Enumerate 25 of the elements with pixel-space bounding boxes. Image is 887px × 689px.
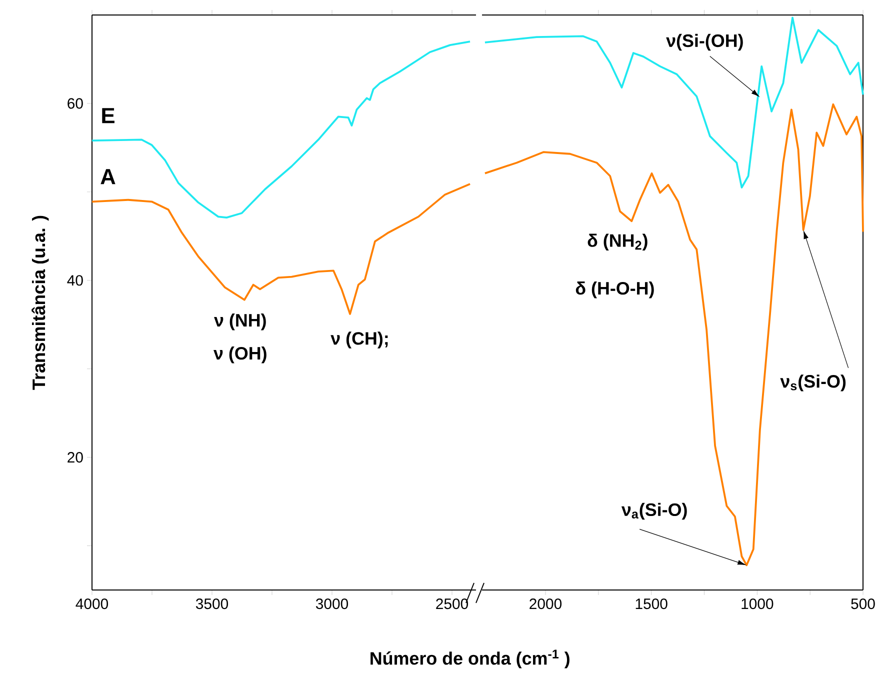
annotation: ν (CH);	[330, 332, 388, 348]
line-series	[91, 183, 471, 315]
x-tick-label: 1500	[636, 598, 668, 610]
x-tick-label: 3500	[196, 598, 228, 610]
x-axis-title: Número de onda (cm$^{-1}$ )	[370, 650, 570, 668]
annotation: ν (NH)	[214, 313, 266, 330]
x-tick-label: 3000	[316, 598, 348, 610]
x-tick-label: 2500	[436, 598, 468, 610]
x-tick-label: 2000	[530, 598, 562, 610]
annotation: ν(Si-(OH)	[666, 34, 743, 51]
x-tick-label: 1000	[742, 598, 774, 610]
series-label: E	[102, 108, 114, 124]
annotation: ν$_{a}$(Si-O)	[621, 502, 687, 520]
annotation: δ (NH$_{2}$)	[588, 234, 648, 250]
y-tick-label: 20	[68, 452, 83, 463]
annotation: δ (H-O-H)	[576, 281, 654, 298]
y-tick-label: 40	[67, 275, 83, 286]
x-tick-label: 500	[851, 598, 875, 610]
line-series	[91, 40, 471, 219]
series-label: A	[100, 169, 116, 184]
annotation: ν$_{s}$(Si-O)	[780, 374, 846, 392]
x-tick-label: 4000	[76, 598, 108, 610]
annotation: ν (OH)	[214, 346, 266, 364]
y-axis-title: Transmitância (u.a. )	[32, 216, 49, 390]
y-tick-label: 60	[68, 98, 83, 109]
